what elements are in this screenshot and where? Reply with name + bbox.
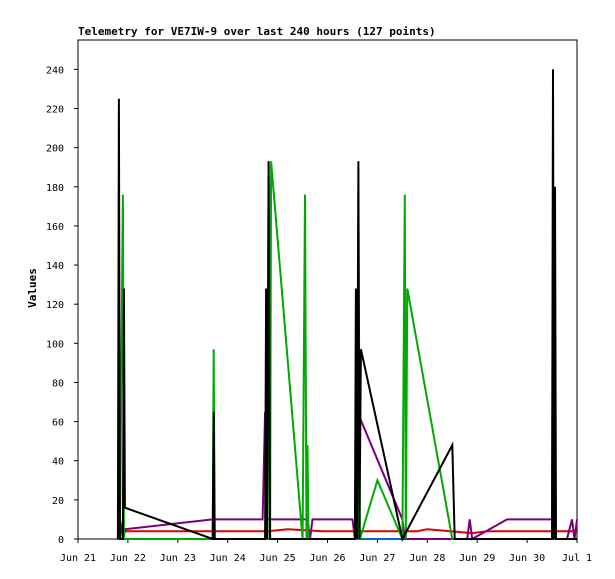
y-tick-label: 160: [46, 222, 64, 233]
y-tick-label: 20: [52, 496, 64, 507]
y-axis-label: Values: [26, 268, 39, 308]
y-tick-label: 0: [58, 535, 64, 546]
x-tick-label: Jun 24: [210, 553, 246, 564]
series-line-3: [116, 161, 577, 540]
y-tick-label: 220: [46, 104, 64, 115]
y-tick-label: 180: [46, 183, 64, 194]
x-tick-label: Jun 29: [459, 553, 495, 564]
x-tick-label: Jun 23: [160, 553, 196, 564]
y-tick-label: 200: [46, 144, 64, 155]
x-axis-ticks: Jun 21 Jun 22 Jun 23 Jun 24 Jun 25 Jun 26 Jun …: [60, 539, 592, 564]
x-tick-label: Jun 28: [409, 553, 445, 564]
x-tick-label: Jun 21: [60, 553, 96, 564]
x-tick-label: Jul 1: [562, 553, 592, 564]
chart-title: Telemetry for VE7IW-9 over last 240 hour…: [78, 25, 436, 38]
series-lines: [116, 69, 578, 542]
series-line-4: [116, 69, 577, 542]
y-axis-ticks: 0 20 40 60 80 100 120 140 160 180 200 220 240: [46, 65, 78, 546]
x-tick-label: Jun 27: [359, 553, 395, 564]
y-tick-label: 140: [46, 261, 64, 272]
x-tick-label: Jun 22: [110, 553, 146, 564]
y-tick-label: 40: [52, 457, 64, 468]
y-tick-label: 100: [46, 339, 64, 350]
y-tick-label: 60: [52, 418, 64, 429]
x-tick-label: Jun 26: [309, 553, 345, 564]
x-tick-label: Jun 30: [509, 553, 545, 564]
x-tick-label: Jun 25: [260, 553, 296, 564]
y-tick-label: 240: [46, 65, 64, 76]
y-tick-label: 120: [46, 300, 64, 311]
y-tick-label: 80: [52, 378, 64, 389]
